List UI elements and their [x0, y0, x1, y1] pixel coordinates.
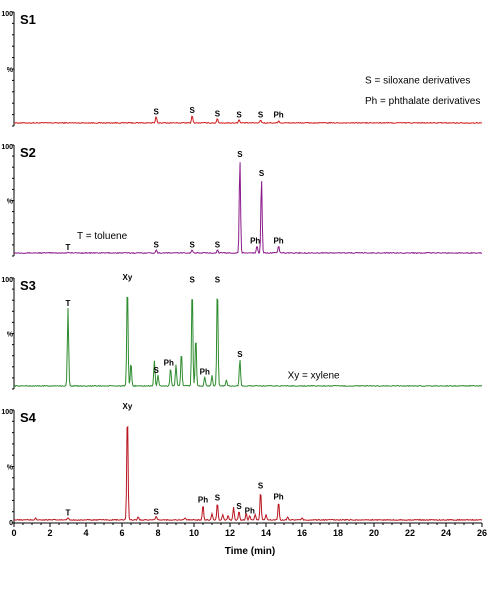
- trace-s4: [13, 425, 483, 522]
- annotation: Xy = xylene: [288, 370, 340, 381]
- x-tick-label: 14: [261, 528, 271, 538]
- peak-label: S: [258, 481, 264, 490]
- peak-label: T: [66, 299, 71, 308]
- x-tick-label: 0: [11, 528, 16, 538]
- peak-label: S: [154, 508, 160, 517]
- peak-label: Ph: [273, 492, 283, 501]
- x-tick-label: 22: [405, 528, 415, 538]
- peak-label: Ph: [250, 236, 260, 245]
- peak-label: S: [237, 350, 243, 359]
- peak-label: Ph: [200, 367, 210, 376]
- annotation: T = toluene: [77, 231, 128, 242]
- peak-label: S: [190, 241, 196, 250]
- x-axis-label: Time (min): [225, 546, 275, 557]
- x-tick-label: 2: [47, 528, 52, 538]
- peak-label: Ph: [273, 111, 283, 120]
- x-tick-label: 26: [477, 528, 487, 538]
- annotation: Ph = phthalate derivatives: [365, 96, 480, 107]
- y-tick-100: 100: [1, 11, 13, 18]
- y-tick-100: 100: [1, 409, 13, 416]
- trace-s1: [13, 115, 483, 125]
- x-tick-label: 16: [297, 528, 307, 538]
- peak-label: S: [237, 150, 243, 159]
- panel-s2: 100% S2 T S S S S S Ph Ph T = toluene: [1, 144, 483, 257]
- panel-label: S1: [20, 12, 36, 27]
- x-tick-label: 8: [155, 528, 160, 538]
- peak-label: Ph: [164, 359, 174, 368]
- peak-label: Xy: [123, 273, 133, 282]
- peak-label: S: [215, 110, 221, 119]
- y-tick-percent: %: [7, 67, 14, 74]
- peak-label: Ph: [198, 496, 208, 505]
- y-tick-100: 100: [1, 277, 13, 284]
- x-tick-label: 20: [369, 528, 379, 538]
- x-tick-label: 12: [225, 528, 235, 538]
- y-tick-percent: %: [7, 332, 14, 339]
- peak-label: S: [154, 241, 160, 250]
- peak-label: T: [66, 243, 71, 252]
- panel-s3: 100% S3 T Xy S Ph S Ph S S Xy = xylene: [1, 273, 483, 390]
- y-tick-100: 100: [1, 144, 13, 151]
- peak-label: S: [259, 169, 265, 178]
- panel-s1: 100% S1 S S S S S Ph S = siloxane derivatives Ph …: [1, 11, 483, 127]
- x-axis: 0 2 4 6 8 10 12 14 16 18 20 22 24 26: [11, 522, 487, 538]
- peak-label: S: [190, 106, 196, 115]
- panel-label: S4: [20, 410, 37, 425]
- annotation: S = siloxane derivatives: [365, 75, 470, 86]
- y-tick-0: 0: [9, 520, 13, 527]
- panel-label: S2: [20, 145, 36, 160]
- x-tick-label: 24: [441, 528, 451, 538]
- x-tick-label: 6: [119, 528, 124, 538]
- x-tick-label: 18: [333, 528, 343, 538]
- trace-s2: [13, 162, 483, 255]
- peak-label: S: [154, 366, 160, 375]
- x-tick-label: 10: [189, 528, 199, 538]
- peak-label: T: [66, 509, 71, 518]
- peak-label: Ph: [273, 236, 283, 245]
- trace-s3: [13, 296, 483, 388]
- peak-label: S: [215, 493, 221, 502]
- y-tick-percent: %: [7, 465, 14, 472]
- y-tick-percent: %: [7, 199, 14, 206]
- peak-label: S: [154, 107, 160, 116]
- peak-label: S: [258, 111, 264, 120]
- peak-label: Ph: [245, 507, 255, 516]
- peak-label: S: [215, 275, 221, 284]
- peak-label: S: [236, 111, 242, 120]
- peak-label: S: [236, 502, 242, 511]
- peak-label: S: [215, 241, 221, 250]
- peak-label: Xy: [123, 402, 133, 411]
- chromatogram-panels: 100%S1S S S S S PhS = siloxane derivativesPh …: [1, 11, 483, 527]
- panel-label: S3: [20, 278, 36, 293]
- peak-label: S: [190, 275, 196, 284]
- x-tick-label: 4: [83, 528, 88, 538]
